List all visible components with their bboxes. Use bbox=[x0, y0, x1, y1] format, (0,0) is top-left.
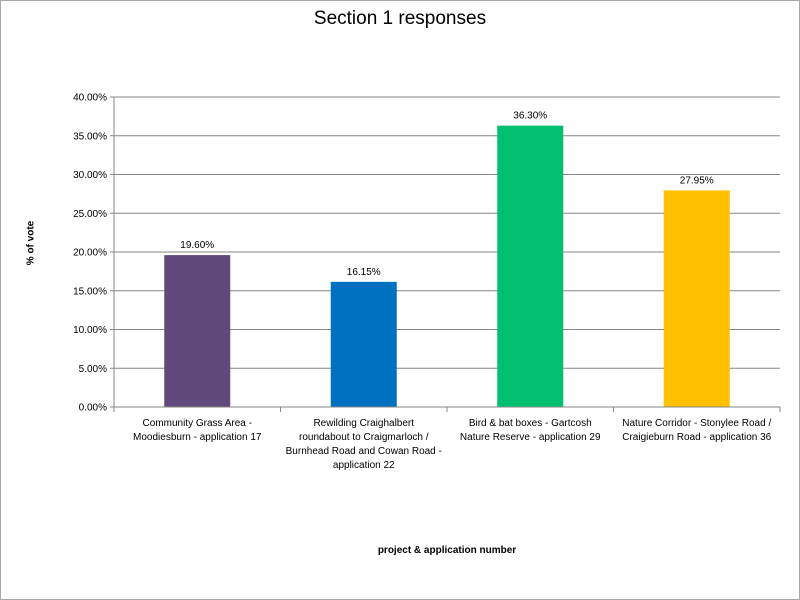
y-tick-label: 5.00% bbox=[79, 364, 107, 375]
x-tick-label-line: roundabout to Craigmarloch / bbox=[299, 432, 429, 443]
data-label: 36.30% bbox=[513, 111, 547, 122]
x-tick-label-line: Nature Corridor - Stonylee Road / bbox=[622, 418, 771, 429]
x-tick-label-line: Craigieburn Road - application 36 bbox=[622, 432, 771, 443]
x-axis-label: project & application number bbox=[377, 545, 517, 556]
x-tick-label-line: Moodiesburn - application 17 bbox=[133, 432, 262, 443]
x-tick-label-line: Rewilding Craighalbert bbox=[313, 418, 414, 429]
bar bbox=[663, 190, 730, 407]
x-tick-label-line: Community Grass Area - bbox=[143, 418, 252, 429]
x-tick-label: Community Grass Area - Moodiesburn - appl… bbox=[133, 418, 262, 443]
y-tick-label: 10.00% bbox=[73, 325, 107, 336]
y-tick-label: 25.00% bbox=[73, 209, 107, 220]
x-tick-label: Bird & bat boxes - Gartcosh Nature Reserv… bbox=[460, 418, 601, 443]
y-tick-label: 15.00% bbox=[73, 286, 107, 297]
x-tick-label-line: Nature Reserve - application 29 bbox=[460, 432, 601, 443]
bar bbox=[164, 255, 231, 407]
x-tick-label-line: application 22 bbox=[333, 460, 395, 471]
x-tick-label: Rewilding Craighalbert roundabout to Crai… bbox=[286, 418, 442, 471]
y-tick-label: 0.00% bbox=[79, 403, 107, 414]
data-label: 27.95% bbox=[680, 175, 714, 186]
data-label: 16.15% bbox=[347, 267, 381, 278]
chart-title: Section 1 responses bbox=[313, 8, 487, 29]
data-label: 19.60% bbox=[180, 240, 214, 251]
bar bbox=[497, 125, 564, 408]
y-tick-label: 35.00% bbox=[73, 131, 107, 142]
x-tick-label-line: Burnhead Road and Cowan Road - bbox=[286, 446, 442, 457]
x-tick-label-line: Bird & bat boxes - Gartcosh bbox=[469, 418, 592, 429]
y-tick-label: 30.00% bbox=[73, 170, 107, 181]
bar bbox=[330, 281, 397, 407]
y-tick-label: 20.00% bbox=[73, 248, 107, 259]
y-tick-label: 40.00% bbox=[73, 93, 107, 104]
x-tick-label: Nature Corridor - Stonylee Road / Craigie… bbox=[622, 418, 771, 443]
